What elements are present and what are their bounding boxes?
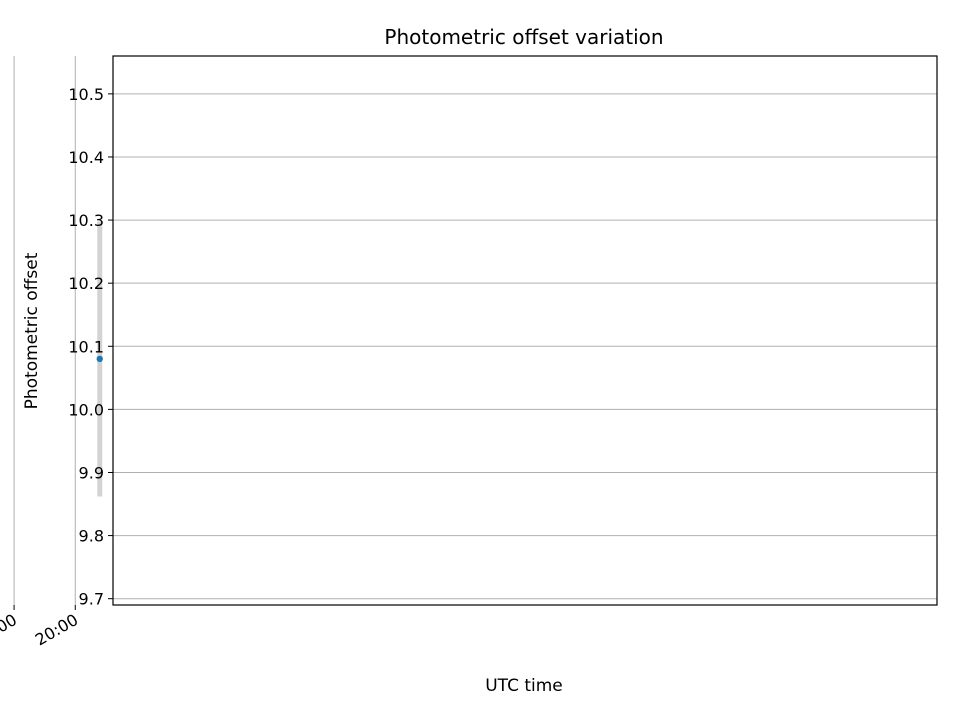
y-tick-label: 10.2 [68,274,104,293]
plot-frame [112,55,938,606]
chart-title: Photometric offset variation [384,25,663,49]
y-tick-label: 10.4 [68,148,104,167]
y-tick-label: 10.0 [68,400,104,419]
grid-lines [13,56,937,605]
y-tick-label: 9.9 [79,463,104,482]
y-tick-label: 10.5 [68,85,104,104]
y-axis-label: Photometric offset [22,252,42,409]
data-points [96,355,103,363]
data-point [96,355,103,363]
y-tick-label: 10.1 [68,337,104,356]
y-tick-label: 10.3 [68,211,104,230]
y-axis-ticks: 9.7 9.8 9.9 10.0 10.1 10.2 10.3 10.4 10.5 [68,85,113,609]
y-tick-label: 9.7 [79,590,104,609]
y-tick-label: 9.8 [79,527,104,546]
x-axis-label: UTC time [485,676,563,696]
